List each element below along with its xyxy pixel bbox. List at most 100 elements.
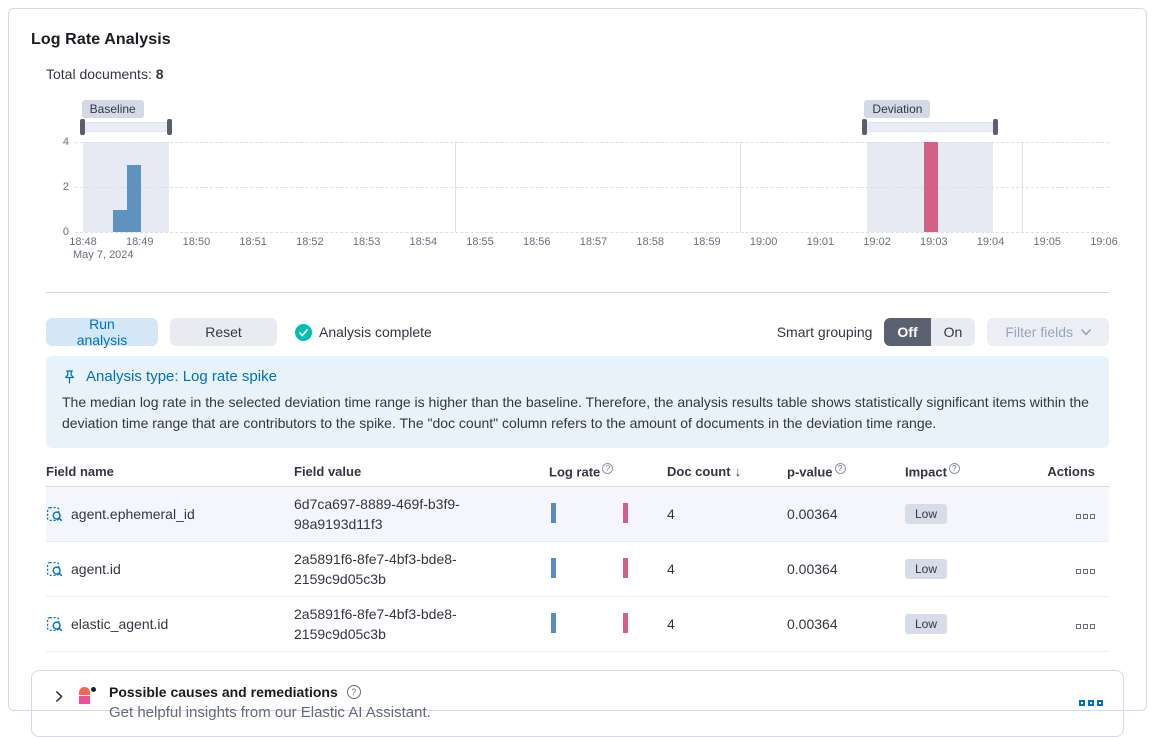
smart-grouping-on[interactable]: On xyxy=(930,318,976,346)
row-actions-icon[interactable] xyxy=(1076,514,1095,520)
total-documents-value: 8 xyxy=(155,66,164,82)
x-tick-label: 18:51 xyxy=(239,236,267,248)
deviation-brush-left-handle[interactable] xyxy=(862,119,868,135)
x-tick-label: 18:48 xyxy=(69,236,97,248)
x-tick-label: 19:03 xyxy=(920,236,948,248)
x-gridline xyxy=(455,142,457,232)
table-row[interactable]: elastic_agent.id 2a5891f6-8fe7-4bf3-bde8… xyxy=(46,596,1109,653)
chevron-right-icon xyxy=(56,691,63,703)
field-value: 6d7ca697-8889-469f-b3f9-98a9193d11f3 xyxy=(294,496,460,533)
reset-button[interactable]: Reset xyxy=(170,318,277,346)
field-search-icon[interactable] xyxy=(46,561,63,578)
assistant-actions-icon[interactable] xyxy=(1079,699,1103,706)
callout-title: Analysis type: Log rate spike xyxy=(86,368,277,385)
callout-body: The median log rate in the selected devi… xyxy=(62,394,1089,431)
table-row[interactable]: agent.ephemeral_id 6d7ca697-8889-469f-b3… xyxy=(46,486,1109,543)
x-tick-label: 18:58 xyxy=(636,236,664,248)
p-value: 0.00364 xyxy=(787,596,905,653)
x-tick-label: 19:02 xyxy=(863,236,891,248)
help-icon[interactable]: ? xyxy=(346,685,361,700)
filter-fields-label: Filter fields xyxy=(1005,324,1073,340)
y-gridline xyxy=(75,187,1109,188)
x-tick-label: 18:55 xyxy=(466,236,494,248)
impact-info-icon[interactable]: ? xyxy=(948,463,960,474)
x-tick-label: 18:53 xyxy=(352,236,381,248)
col-actions: Actions xyxy=(1035,457,1109,488)
controls-row: Run analysis Reset Analysis complete Sma… xyxy=(46,316,1109,348)
x-gridline xyxy=(739,142,741,232)
x-axis-date-label: May 7, 2024 xyxy=(73,249,134,261)
smart-grouping-toggle: Off On xyxy=(884,318,976,346)
field-name: elastic_agent.id xyxy=(71,616,169,633)
x-tick-label: 18:59 xyxy=(693,236,721,248)
x-tick-label: 19:04 xyxy=(976,236,1005,248)
x-tick-label: 19:06 xyxy=(1090,236,1118,248)
log-rate-info-icon[interactable]: ? xyxy=(602,463,614,474)
x-gridline xyxy=(1022,142,1024,232)
y-tick-label: 4 xyxy=(62,136,69,148)
page-title: Log Rate Analysis xyxy=(31,31,171,48)
log-rate-mini-chart xyxy=(549,502,633,524)
x-tick-label: 18:54 xyxy=(409,236,438,248)
y-gridline xyxy=(75,142,1109,143)
x-tick-label: 18:57 xyxy=(579,236,608,248)
col-p-value[interactable]: p-value? xyxy=(787,457,905,488)
baseline-bar xyxy=(113,209,127,232)
doc-count: 4 xyxy=(667,541,787,598)
log-rate-mini-chart xyxy=(549,557,633,579)
x-tick-label: 18:52 xyxy=(296,236,324,248)
y-gridline xyxy=(75,232,1109,233)
table-row[interactable]: agent.id 2a5891f6-8fe7-4bf3-bde8-2159c9d… xyxy=(46,541,1109,598)
run-analysis-button[interactable]: Run analysis xyxy=(46,316,158,348)
col-log-rate[interactable]: Log rate? xyxy=(549,457,667,488)
baseline-brush-right-handle[interactable] xyxy=(167,119,173,135)
x-tick-label: 19:05 xyxy=(1033,236,1061,248)
filter-fields-button[interactable]: Filter fields xyxy=(987,318,1109,346)
col-field-name: Field name xyxy=(46,457,294,488)
pin-icon xyxy=(64,369,75,384)
row-actions-icon[interactable] xyxy=(1076,569,1095,575)
smart-grouping-label: Smart grouping xyxy=(776,324,873,340)
y-tick-label: 2 xyxy=(62,181,69,193)
check-circle-icon xyxy=(295,323,312,341)
doc-count: 4 xyxy=(667,486,787,543)
col-impact[interactable]: Impact? xyxy=(905,457,1035,488)
p-value-info-icon[interactable]: ? xyxy=(834,463,846,474)
p-value: 0.00364 xyxy=(787,486,905,543)
field-value: 2a5891f6-8fe7-4bf3-bde8-2159c9d05c3b xyxy=(294,551,457,588)
deviation-badge: Deviation xyxy=(864,100,931,118)
col-doc-count[interactable]: Doc count ↓ xyxy=(667,457,787,488)
chevron-down-icon xyxy=(1081,328,1091,335)
sort-desc-icon: ↓ xyxy=(734,463,742,479)
deviation-brush[interactable] xyxy=(862,119,999,135)
expand-accordion-button[interactable] xyxy=(52,687,66,709)
y-tick-label: 0 xyxy=(62,226,69,238)
possible-causes-panel: Possible causes and remediations ? Get h… xyxy=(31,670,1124,737)
deviation-bar xyxy=(924,142,939,232)
baseline-bar xyxy=(127,164,142,232)
x-tick-label: 19:01 xyxy=(806,236,835,248)
x-tick-label: 18:56 xyxy=(522,236,551,248)
field-name: agent.ephemeral_id xyxy=(71,506,195,523)
analysis-results-table: Field name Field value Log rate? Doc cou… xyxy=(46,457,1109,653)
deviation-brush-right-handle[interactable] xyxy=(993,119,999,135)
smart-grouping-off[interactable]: Off xyxy=(884,318,931,346)
impact-badge: Low xyxy=(905,504,948,525)
total-documents-label: Total documents: xyxy=(46,66,152,82)
analysis-type-callout: Analysis type: Log rate spike The median… xyxy=(46,356,1109,448)
field-search-icon[interactable] xyxy=(46,506,63,523)
chart-plot-area[interactable] xyxy=(75,142,1109,233)
assistant-panel-title[interactable]: Possible causes and remediations xyxy=(109,684,338,701)
baseline-brush-left-handle[interactable] xyxy=(79,119,85,135)
x-tick-label: 18:49 xyxy=(125,236,154,248)
log-rate-mini-chart xyxy=(549,612,633,634)
baseline-brush[interactable] xyxy=(79,119,173,135)
analysis-status: Analysis complete xyxy=(295,323,432,341)
field-value: 2a5891f6-8fe7-4bf3-bde8-2159c9d05c3b xyxy=(294,606,457,643)
total-documents: Total documents: 8 xyxy=(46,66,1109,82)
section-divider xyxy=(46,292,1109,293)
document-count-chart: Baseline Deviation 4 2 0 18:48 18:49 18:50 18… xyxy=(46,100,1118,266)
field-search-icon[interactable] xyxy=(46,616,63,633)
row-actions-icon[interactable] xyxy=(1076,624,1095,630)
table-header-row: Field name Field value Log rate? Doc cou… xyxy=(46,457,1109,488)
